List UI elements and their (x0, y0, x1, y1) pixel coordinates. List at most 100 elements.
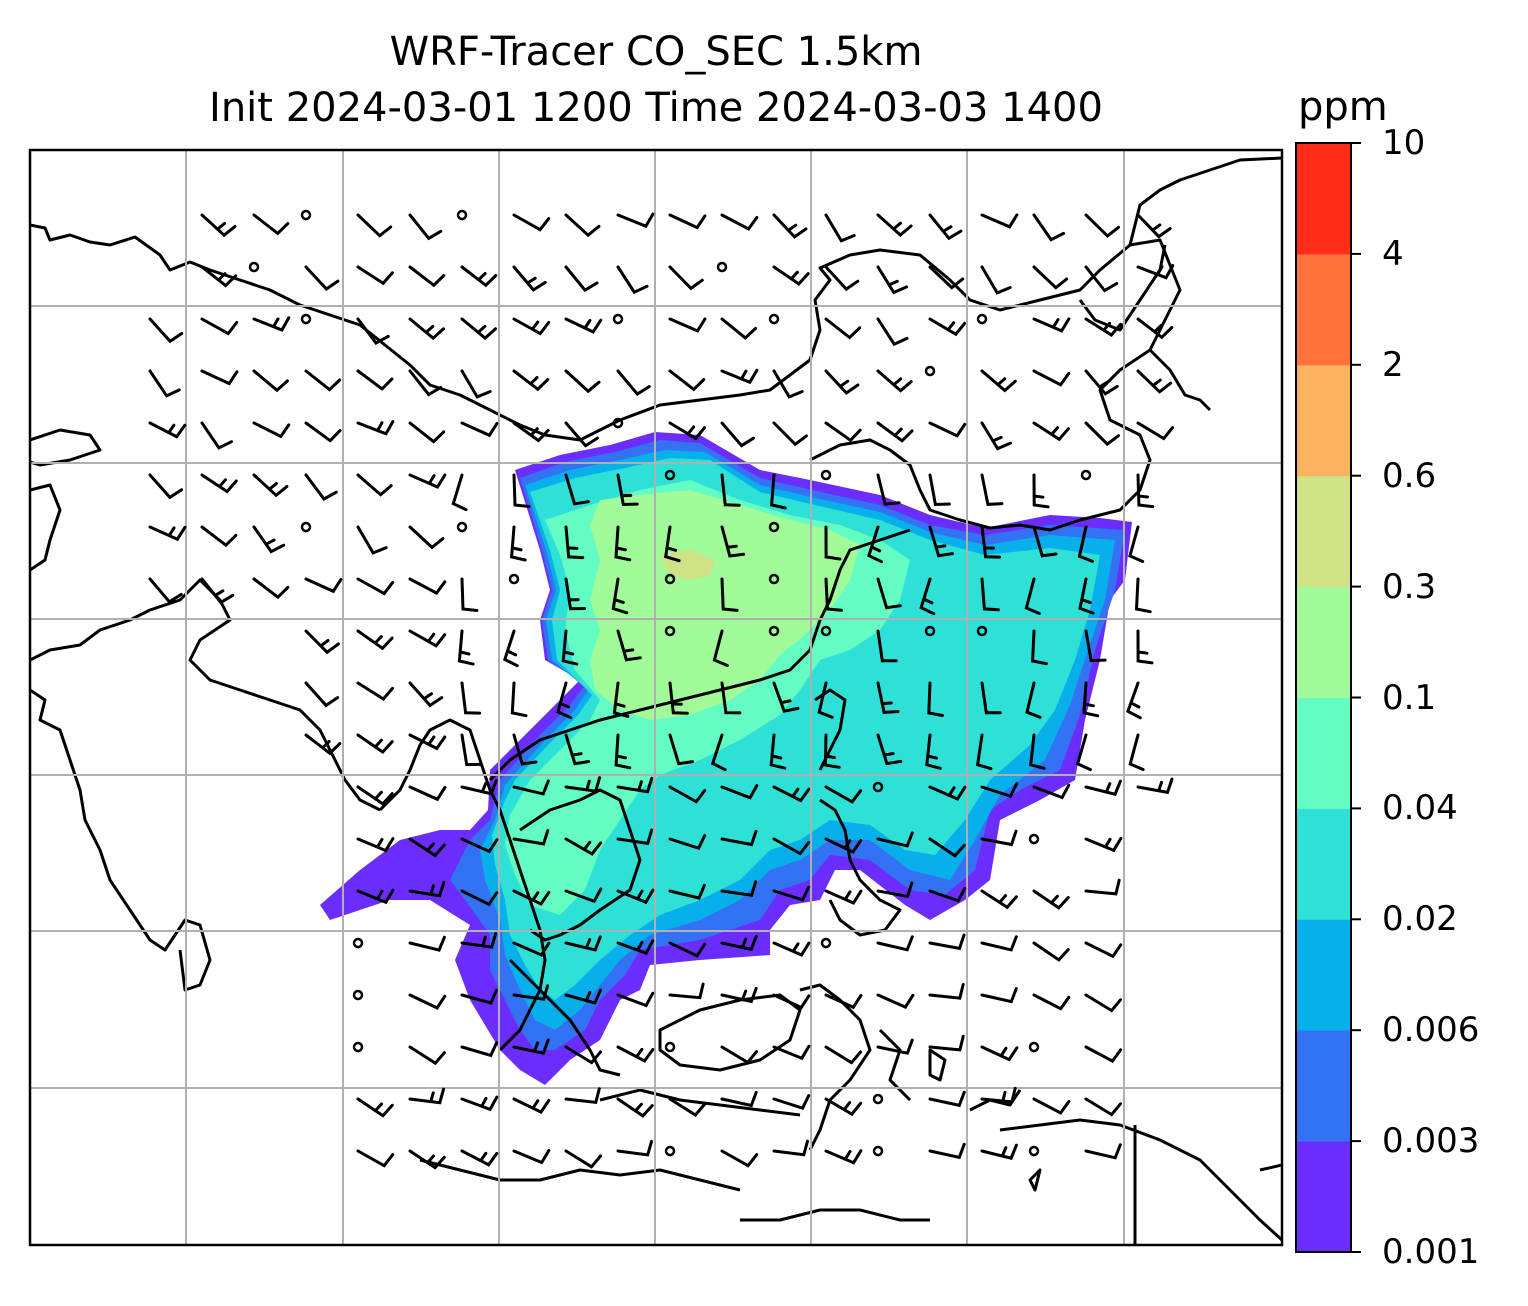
wind-barb (720, 986, 758, 1004)
wind-barb (980, 213, 1019, 229)
colorbar-tick-label: 0.1 (1382, 677, 1437, 718)
wind-barb (1136, 213, 1172, 239)
wind-barb (980, 577, 1000, 612)
wind-barb (772, 993, 811, 1010)
wind-barb (356, 213, 393, 238)
wind-barb (1084, 779, 1122, 796)
wind-barb (502, 629, 519, 668)
calm-wind-circle (924, 625, 936, 637)
colorbar-band (1296, 808, 1351, 920)
calm-wind-circle (872, 1145, 884, 1157)
wind-barb (460, 1041, 499, 1058)
wind-barb (668, 369, 706, 392)
wind-barb (1136, 629, 1154, 665)
wind-barb (408, 213, 443, 241)
calm-wind-circle (456, 521, 468, 533)
wind-barb (720, 934, 758, 952)
calm-wind-circle (664, 469, 676, 481)
calm-wind-circle (768, 573, 780, 585)
colorbar-tick-label: 0.3 (1382, 566, 1437, 607)
concentration-band-0.1 (590, 490, 860, 720)
wind-barb (616, 991, 655, 1008)
wind-barb (616, 888, 655, 905)
calm-wind-circle (924, 365, 936, 377)
colorbar-band (1296, 697, 1351, 809)
wind-barb (772, 1094, 811, 1111)
calm-wind-circle (976, 625, 988, 637)
wind-barb (664, 525, 681, 563)
wind-barb (980, 829, 1018, 847)
wind-barb (564, 473, 590, 506)
wind-barb (980, 369, 1017, 393)
wind-barb (928, 265, 965, 290)
wind-barb (668, 317, 707, 333)
wind-barb (561, 629, 579, 666)
calm-wind-circle (820, 469, 832, 481)
wind-barb (460, 577, 479, 612)
wind-barb (564, 213, 601, 238)
colorbar-band (1296, 253, 1351, 366)
wind-barb (616, 1045, 655, 1063)
wind-barb (876, 993, 915, 1009)
wind-barb (616, 212, 655, 229)
calm-wind-circle (664, 1145, 676, 1157)
wind-barb (460, 988, 498, 1005)
calm-wind-circle (768, 313, 780, 325)
wind-barb (772, 941, 811, 957)
wind-barb (564, 837, 603, 856)
wind-barb (876, 421, 914, 443)
wind-barb (148, 525, 187, 542)
wind-barb (616, 265, 649, 295)
wind-barb (304, 733, 342, 756)
wind-barb (720, 421, 755, 448)
wind-barb (512, 984, 550, 1001)
wind-barb (564, 776, 602, 793)
calm-wind-circle (976, 313, 988, 325)
wind-barb (408, 935, 446, 952)
wind-barb (200, 473, 238, 494)
wind-barb (1032, 993, 1071, 1011)
wind-barb (668, 213, 707, 230)
wind-barb (876, 213, 913, 237)
calm-wind-circles (248, 209, 1092, 1157)
wind-barb (616, 473, 639, 507)
wind-barb (512, 317, 551, 336)
wind-barb (980, 782, 1019, 799)
wind-barbs (148, 212, 1175, 1170)
wind-barb (928, 525, 954, 558)
wind-barb (668, 265, 704, 291)
wind-barb (1032, 889, 1070, 910)
wind-barb (408, 629, 447, 648)
wind-barb (616, 369, 651, 396)
wind-barb (720, 681, 742, 715)
wind-barb (460, 1149, 499, 1167)
wind-barb (460, 681, 482, 715)
wind-barb (1084, 941, 1123, 959)
wind-barb (975, 733, 993, 771)
wind-barb (1136, 369, 1173, 394)
colorbar-tick-label: 4 (1382, 233, 1404, 274)
wind-barb (668, 1097, 706, 1117)
wind-barb (824, 213, 856, 243)
wind-barb (772, 1139, 809, 1157)
wind-barb (252, 525, 286, 554)
wind-barb (200, 213, 237, 238)
wind-barb (304, 577, 343, 594)
wind-barb (720, 829, 758, 847)
wind-barb (252, 213, 290, 236)
map-plot-area (30, 150, 1282, 1245)
wind-barb (1084, 265, 1119, 293)
colorbar-band (1296, 143, 1351, 255)
wind-barb (1136, 473, 1155, 509)
wind-barb (772, 421, 808, 447)
wind-barb (304, 421, 342, 443)
tracer-concentration-field (320, 432, 1132, 1085)
calm-wind-circle (820, 937, 832, 949)
wind-barb (668, 941, 707, 958)
wind-barb (512, 421, 550, 443)
colorbar-ticks (1351, 142, 1361, 1253)
wind-barb (668, 785, 707, 804)
colorbar-tick-label: 10 (1382, 123, 1426, 163)
wind-barb (1084, 1097, 1122, 1117)
wind-barb (356, 317, 390, 345)
